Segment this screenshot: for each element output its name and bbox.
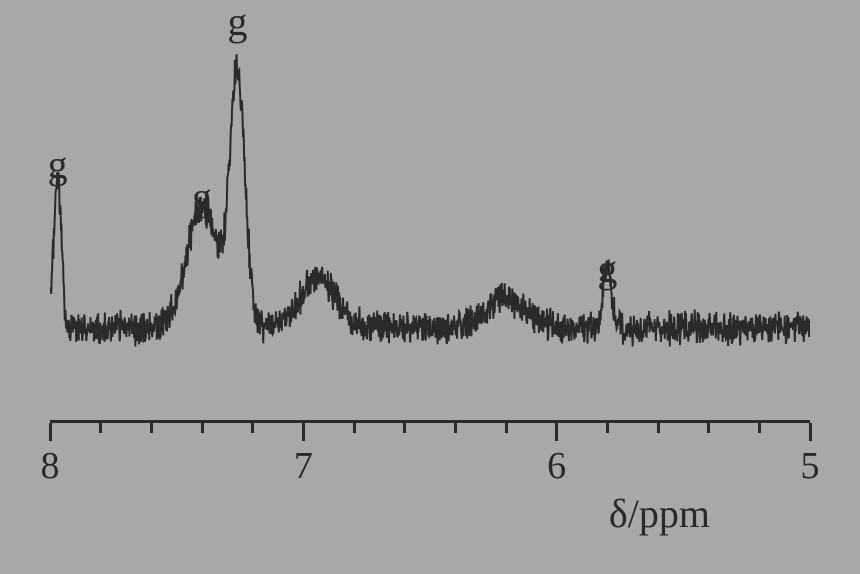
major-tick [302, 423, 305, 441]
minor-tick [707, 423, 710, 433]
minor-tick [657, 423, 660, 433]
major-tick [49, 423, 52, 441]
tick-label: 5 [801, 444, 820, 488]
minor-tick [606, 423, 609, 433]
minor-tick [505, 423, 508, 433]
minor-tick [201, 423, 204, 433]
tick-label: 6 [547, 444, 566, 488]
peak-label: g [192, 173, 212, 220]
peak-label: g [597, 245, 617, 292]
minor-tick [99, 423, 102, 433]
nmr-spectrum-chart: gggg 8765 δ/ppm [50, 40, 810, 530]
tick-label: 7 [294, 444, 313, 488]
minor-tick [758, 423, 761, 433]
minor-tick [403, 423, 406, 433]
peak-label: g [227, 0, 247, 45]
minor-tick [454, 423, 457, 433]
major-tick [555, 423, 558, 441]
tick-label: 8 [41, 444, 60, 488]
x-axis-line [50, 420, 810, 423]
x-axis: 8765 [50, 420, 810, 480]
plot-area: gggg [50, 40, 810, 400]
minor-tick [150, 423, 153, 433]
peak-label: g [48, 141, 68, 188]
major-tick [809, 423, 812, 441]
minor-tick [353, 423, 356, 433]
spectrum-line [50, 40, 810, 400]
x-axis-title: δ/ppm [609, 490, 710, 537]
minor-tick [251, 423, 254, 433]
